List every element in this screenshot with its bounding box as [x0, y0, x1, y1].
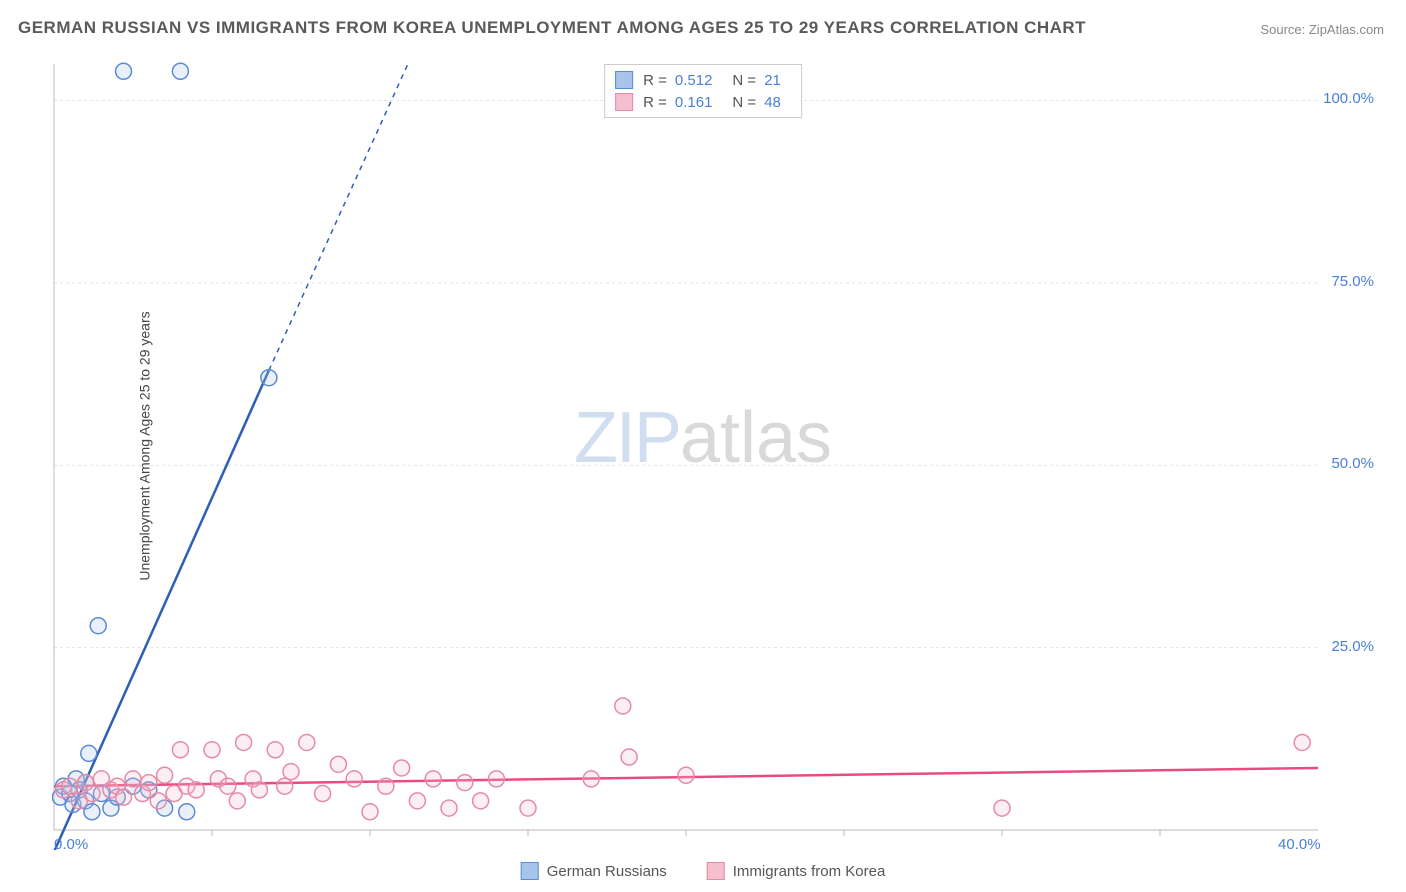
- legend-r-value: 0.161: [675, 94, 713, 111]
- series-legend-label: Immigrants from Korea: [733, 863, 886, 880]
- legend-r-label: R =: [643, 72, 667, 89]
- legend-n-label: N =: [732, 72, 756, 89]
- x-tick-label: 40.0%: [1278, 836, 1321, 853]
- scatter-chart-svg: [52, 62, 1376, 850]
- correlation-legend: R = 0.512 N = 21 R = 0.161 N = 48: [604, 64, 802, 118]
- legend-swatch: [707, 862, 725, 880]
- legend-n-value: 21: [764, 72, 781, 89]
- correlation-legend-row: R = 0.161 N = 48: [615, 91, 791, 113]
- correlation-legend-row: R = 0.512 N = 21: [615, 69, 791, 91]
- series-legend-label: German Russians: [547, 863, 667, 880]
- legend-swatch: [615, 71, 633, 89]
- y-tick-label: 100.0%: [1323, 90, 1374, 107]
- y-tick-label: 75.0%: [1331, 273, 1374, 290]
- source-attribution: Source: ZipAtlas.com: [1260, 22, 1384, 37]
- chart-title: GERMAN RUSSIAN VS IMMIGRANTS FROM KOREA …: [18, 18, 1086, 38]
- y-tick-label: 50.0%: [1331, 455, 1374, 472]
- series-legend: German Russians Immigrants from Korea: [521, 862, 886, 880]
- legend-r-value: 0.512: [675, 72, 713, 89]
- x-tick-label: 0.0%: [54, 836, 88, 853]
- legend-r-label: R =: [643, 94, 667, 111]
- legend-swatch: [615, 93, 633, 111]
- legend-n-label: N =: [732, 94, 756, 111]
- series-legend-item: Immigrants from Korea: [707, 862, 886, 880]
- chart-plot-area: 0.0% 40.0% 25.0% 50.0% 75.0% 100.0%: [52, 62, 1376, 850]
- series-legend-item: German Russians: [521, 862, 667, 880]
- legend-n-value: 48: [764, 94, 781, 111]
- legend-swatch: [521, 862, 539, 880]
- y-tick-label: 25.0%: [1331, 638, 1374, 655]
